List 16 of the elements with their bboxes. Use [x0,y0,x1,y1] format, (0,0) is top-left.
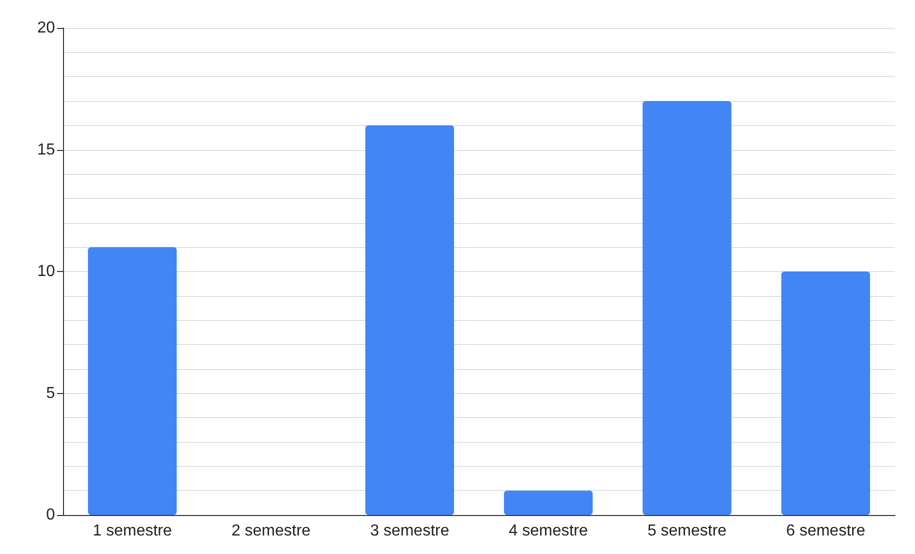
y-tick-label: 10 [37,263,56,280]
x-tick-label: 3 semestre [370,522,450,540]
x-tick-label: 6 semestre [786,522,866,540]
y-tick-label: 5 [46,384,56,402]
x-tick-label: 2 semestre [231,522,311,540]
bar [88,247,177,515]
y-tick-label: 0 [46,506,56,524]
x-tick-label: 4 semestre [508,522,588,540]
bar [781,272,870,515]
x-tick-label: 1 semestre [92,522,172,540]
bar [365,125,454,515]
y-tick-label: 20 [37,20,56,36]
bar [642,101,732,515]
x-tick-label: 5 semestre [647,522,727,540]
bar [504,490,593,515]
y-tick-label: 15 [37,141,56,158]
